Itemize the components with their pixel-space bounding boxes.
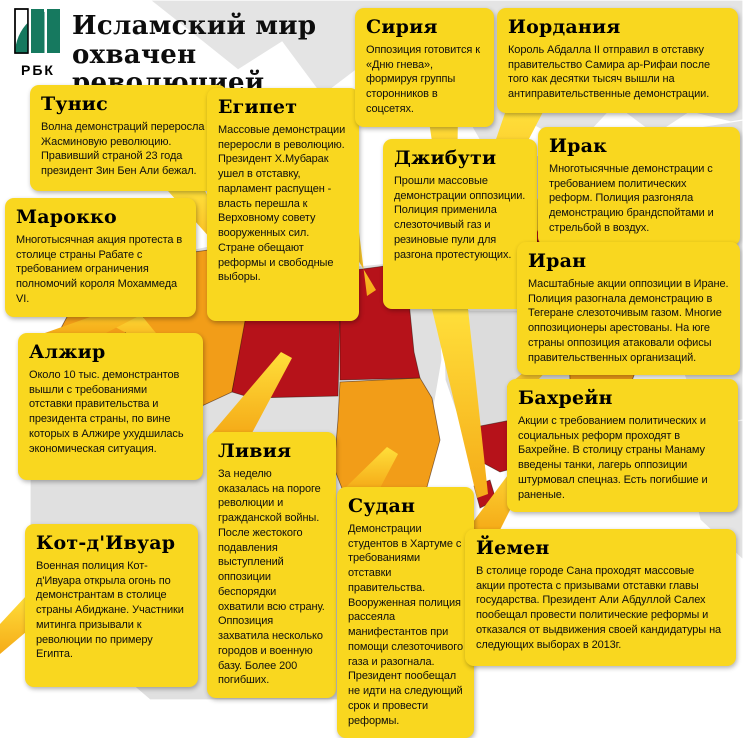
callout-syria-title: Сирия bbox=[366, 16, 438, 38]
callout-egypt: Египет Массовые демонстрации переросли в… bbox=[207, 88, 359, 321]
callout-sudan-text: Демонстрации студентов в Хартуме с требо… bbox=[348, 523, 463, 727]
rbc-logo-text: РБК bbox=[21, 62, 55, 78]
callout-iran: Иран Масштабные акции оппозиции в Иране.… bbox=[517, 242, 740, 376]
callout-jordan: Иордания Король Абдалла II отправил в от… bbox=[497, 8, 738, 113]
callout-yemen: Йемен В столице городе Сана проходят мас… bbox=[465, 529, 736, 666]
page-title-line1: Исламский мир bbox=[72, 11, 317, 41]
callout-morocco: Марокко Многотысячная акция протеста в с… bbox=[5, 198, 196, 317]
callout-bahrain: Бахрейн Акции с требованием политических… bbox=[507, 379, 738, 513]
callout-algeria-text: Около 10 тыс. демонстрантов вышли с треб… bbox=[29, 369, 184, 455]
callout-djibouti-title: Джибути bbox=[394, 147, 497, 169]
callout-egypt-text: Массовые демонстрации переросли в револю… bbox=[218, 124, 346, 284]
callout-iraq-text: Многотысячные демонстрации с требованием… bbox=[549, 163, 714, 234]
callout-iran-title: Иран bbox=[528, 250, 587, 272]
callout-bahrain-title: Бахрейн bbox=[518, 387, 613, 409]
callout-egypt-title: Египет bbox=[218, 96, 298, 118]
callout-ivory-coast-title: Кот-д'Ивуар bbox=[36, 532, 176, 554]
callout-jordan-text: Король Абдалла II отправил в отставку пр… bbox=[508, 44, 710, 101]
callout-syria: Сирия Оппозиция готовится к «Дню гнева»,… bbox=[355, 8, 494, 127]
callout-iraq: Ирак Многотысячные демонстрации с требов… bbox=[538, 127, 740, 246]
rbc-logo: РБК bbox=[12, 8, 64, 78]
callout-libya: Ливия За неделю оказалась на пороге рево… bbox=[207, 432, 336, 699]
callout-sudan-title: Судан bbox=[348, 495, 416, 517]
callout-tunisia: Тунис Волна демонстраций переросла в Жас… bbox=[30, 85, 227, 191]
page-title: Исламский мир охвачен революцией bbox=[72, 12, 372, 98]
callout-libya-text: За неделю оказалась на пороге революции … bbox=[218, 468, 325, 687]
callout-yemen-text: В столице городе Сана проходят массовые … bbox=[476, 565, 722, 651]
callout-sudan: Судан Демонстрации студентов в Хартуме с… bbox=[337, 487, 474, 738]
callout-syria-text: Оппозиция готовится к «Дню гнева», форми… bbox=[366, 44, 480, 115]
callout-jordan-title: Иордания bbox=[508, 16, 621, 38]
callout-algeria-title: Алжир bbox=[29, 341, 106, 363]
callout-ivory-coast-text: Военная полиция Кот-д'Ивуара открыла ого… bbox=[36, 560, 184, 661]
callout-morocco-title: Марокко bbox=[16, 206, 117, 228]
callout-djibouti: Джибути Прошли массовые демонстрации опп… bbox=[383, 139, 537, 309]
callout-libya-title: Ливия bbox=[218, 440, 292, 462]
callout-ivory-coast: Кот-д'Ивуар Военная полиция Кот-д'Ивуара… bbox=[25, 524, 198, 687]
callout-bahrain-text: Акции с требованием политических и социа… bbox=[518, 415, 708, 501]
callout-morocco-text: Многотысячная акция протеста в столице с… bbox=[16, 234, 183, 305]
callout-tunisia-title: Тунис bbox=[41, 93, 108, 115]
callout-iran-text: Масштабные акции оппозиции в Иране. Поли… bbox=[528, 278, 729, 364]
rbc-logo-icon bbox=[14, 8, 60, 54]
callout-iraq-title: Ирак bbox=[549, 135, 608, 157]
callout-tunisia-text: Волна демонстраций переросла в Жасминову… bbox=[41, 121, 214, 178]
callout-algeria: Алжир Около 10 тыс. демонстрантов вышли … bbox=[18, 333, 203, 480]
callout-yemen-title: Йемен bbox=[476, 537, 550, 559]
callout-djibouti-text: Прошли массовые демонстрации оппозиции. … bbox=[394, 175, 526, 261]
